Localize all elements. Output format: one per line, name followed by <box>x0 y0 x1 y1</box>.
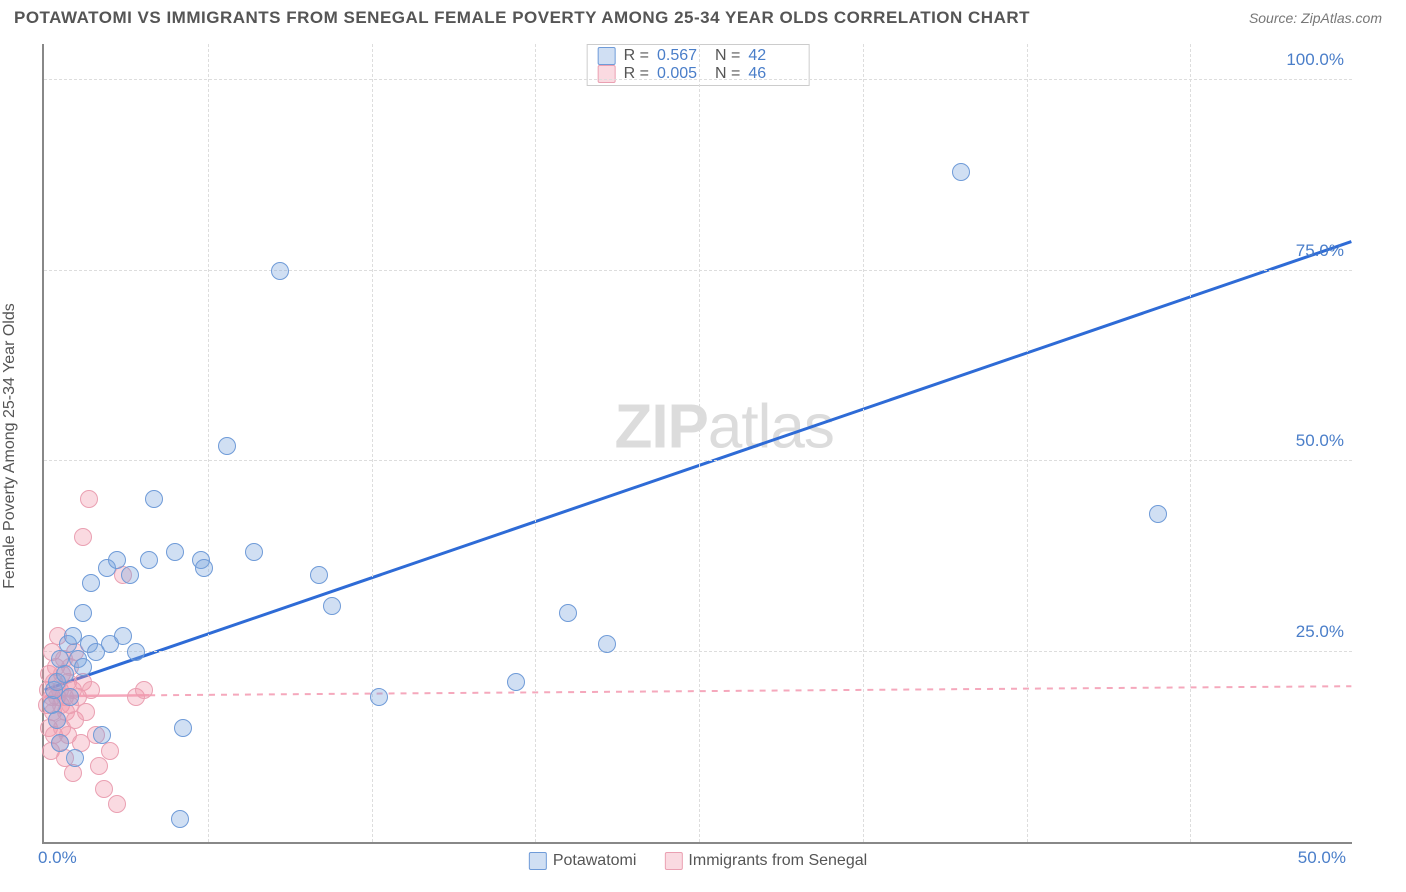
scatter-point <box>93 726 111 744</box>
legend-top-row: R =0.005N =46 <box>598 65 799 83</box>
series-legend: Potawatomi Immigrants from Senegal <box>529 852 867 870</box>
scatter-point <box>245 543 263 561</box>
legend-n-value: 46 <box>748 65 798 83</box>
scatter-point <box>174 719 192 737</box>
scatter-point <box>64 764 82 782</box>
scatter-point <box>61 688 79 706</box>
legend-label: Immigrants from Senegal <box>688 852 867 869</box>
scatter-point <box>77 703 95 721</box>
scatter-point <box>559 604 577 622</box>
y-tick-label: 100.0% <box>1286 50 1344 70</box>
scatter-point <box>74 604 92 622</box>
gridline-v <box>1190 44 1191 842</box>
legend-swatch <box>529 852 547 870</box>
gridline-v <box>535 44 536 842</box>
x-tick-label: 50.0% <box>1298 848 1346 868</box>
scatter-point <box>218 437 236 455</box>
legend-top-row: R =0.567N =42 <box>598 47 799 65</box>
scatter-point <box>323 597 341 615</box>
scatter-point <box>48 711 66 729</box>
scatter-point <box>140 551 158 569</box>
scatter-point <box>114 627 132 645</box>
gridline-v <box>208 44 209 842</box>
legend-label: Potawatomi <box>553 852 637 869</box>
chart-plot-area: ZIPatlas R =0.567N =42R =0.005N =46 Pota… <box>42 44 1352 844</box>
legend-n-label: N = <box>715 47 740 65</box>
scatter-point <box>108 795 126 813</box>
legend-swatch <box>598 65 616 83</box>
y-tick-label: 50.0% <box>1296 431 1344 451</box>
scatter-point <box>370 688 388 706</box>
gridline-h <box>44 460 1352 461</box>
legend-item: Potawatomi <box>529 852 637 870</box>
scatter-point <box>82 681 100 699</box>
scatter-point <box>121 566 139 584</box>
legend-n-label: N = <box>715 65 740 83</box>
x-tick-label: 0.0% <box>38 848 77 868</box>
legend-r-label: R = <box>624 65 649 83</box>
y-tick-label: 25.0% <box>1296 622 1344 642</box>
source-attribution: Source: ZipAtlas.com <box>1249 10 1382 26</box>
gridline-v <box>1027 44 1028 842</box>
legend-n-value: 42 <box>748 47 798 65</box>
scatter-point <box>80 490 98 508</box>
trend-lines <box>44 44 1352 842</box>
scatter-point <box>310 566 328 584</box>
scatter-point <box>507 673 525 691</box>
scatter-point <box>82 574 100 592</box>
legend-r-label: R = <box>624 47 649 65</box>
legend-swatch <box>664 852 682 870</box>
gridline-h <box>44 270 1352 271</box>
gridline-v <box>372 44 373 842</box>
scatter-point <box>95 780 113 798</box>
scatter-point <box>952 163 970 181</box>
scatter-point <box>598 635 616 653</box>
scatter-point <box>56 665 74 683</box>
scatter-point <box>145 490 163 508</box>
gridline-v <box>699 44 700 842</box>
scatter-point <box>166 543 184 561</box>
scatter-point <box>66 749 84 767</box>
scatter-point <box>74 528 92 546</box>
legend-swatch <box>598 47 616 65</box>
scatter-point <box>101 742 119 760</box>
gridline-h <box>44 651 1352 652</box>
scatter-point <box>171 810 189 828</box>
scatter-point <box>195 559 213 577</box>
scatter-point <box>51 734 69 752</box>
scatter-point <box>271 262 289 280</box>
y-axis-label: Female Poverty Among 25-34 Year Olds <box>1 303 19 589</box>
gridline-h <box>44 79 1352 80</box>
legend-item: Immigrants from Senegal <box>664 852 867 870</box>
scatter-point <box>108 551 126 569</box>
scatter-point <box>90 757 108 775</box>
gridline-v <box>863 44 864 842</box>
scatter-point <box>127 643 145 661</box>
scatter-point <box>1149 505 1167 523</box>
watermark: ZIPatlas <box>614 392 833 463</box>
scatter-point <box>135 681 153 699</box>
y-tick-label: 75.0% <box>1296 241 1344 261</box>
chart-title: POTAWATOMI VS IMMIGRANTS FROM SENEGAL FE… <box>14 8 1030 28</box>
scatter-point <box>74 658 92 676</box>
